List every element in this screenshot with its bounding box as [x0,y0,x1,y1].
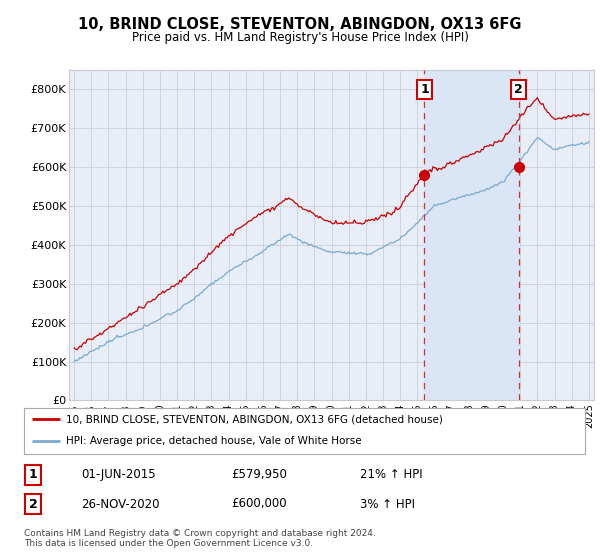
Text: Contains HM Land Registry data © Crown copyright and database right 2024.
This d: Contains HM Land Registry data © Crown c… [24,529,376,548]
Text: 10, BRIND CLOSE, STEVENTON, ABINGDON, OX13 6FG: 10, BRIND CLOSE, STEVENTON, ABINGDON, OX… [78,17,522,32]
Text: £600,000: £600,000 [231,497,287,511]
Text: 10, BRIND CLOSE, STEVENTON, ABINGDON, OX13 6FG (detached house): 10, BRIND CLOSE, STEVENTON, ABINGDON, OX… [66,414,443,424]
Text: HPI: Average price, detached house, Vale of White Horse: HPI: Average price, detached house, Vale… [66,436,362,446]
Text: 26-NOV-2020: 26-NOV-2020 [81,497,160,511]
Bar [424,70,518,400]
Text: 21% ↑ HPI: 21% ↑ HPI [360,468,422,482]
Text: 2: 2 [514,83,523,96]
Text: £579,950: £579,950 [231,468,287,482]
Text: 2: 2 [29,497,37,511]
Text: 1: 1 [29,468,37,482]
Text: Price paid vs. HM Land Registry's House Price Index (HPI): Price paid vs. HM Land Registry's House … [131,31,469,44]
Text: 1: 1 [420,83,429,96]
Text: 3% ↑ HPI: 3% ↑ HPI [360,497,415,511]
Text: 01-JUN-2015: 01-JUN-2015 [81,468,155,482]
